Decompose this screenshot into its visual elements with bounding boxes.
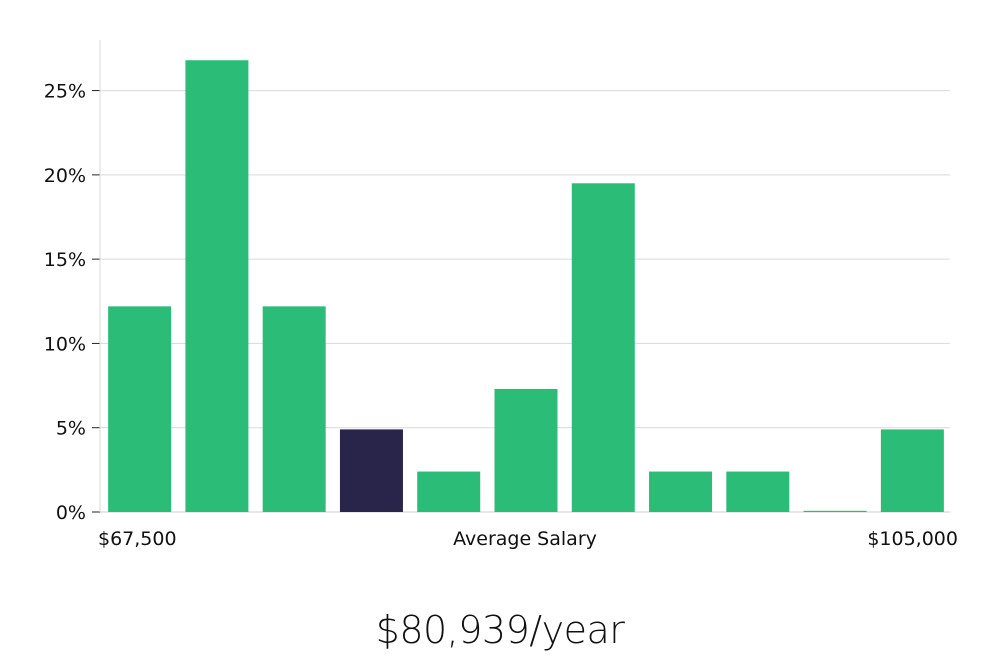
bar (803, 510, 867, 512)
y-tick-label: 15% (44, 249, 86, 271)
bar (649, 471, 713, 512)
bar (185, 60, 249, 512)
bar (262, 306, 326, 512)
bar (571, 183, 635, 513)
x-min-label: $67,500 (98, 528, 177, 550)
bar (417, 471, 481, 512)
bar (494, 388, 558, 512)
y-tick-label: 20% (44, 165, 86, 187)
y-tick-label: 10% (44, 333, 86, 355)
bar (880, 429, 944, 512)
bar-highlighted (339, 429, 403, 512)
bar (726, 471, 790, 512)
bar (108, 306, 172, 512)
y-tick-labels: 0% 5% 10% 15% 20% 25% (44, 81, 86, 524)
y-tick-label: 25% (44, 81, 86, 103)
y-tick-label: 5% (56, 418, 86, 440)
x-axis-title: Average Salary (453, 528, 597, 550)
x-max-label: $105,000 (867, 528, 958, 550)
salary-histogram: 0% 5% 10% 15% 20% 25% (44, 40, 950, 524)
y-tick-label: 0% (56, 502, 86, 524)
bars (108, 60, 944, 513)
average-salary-value: $80,939/year (375, 608, 625, 652)
